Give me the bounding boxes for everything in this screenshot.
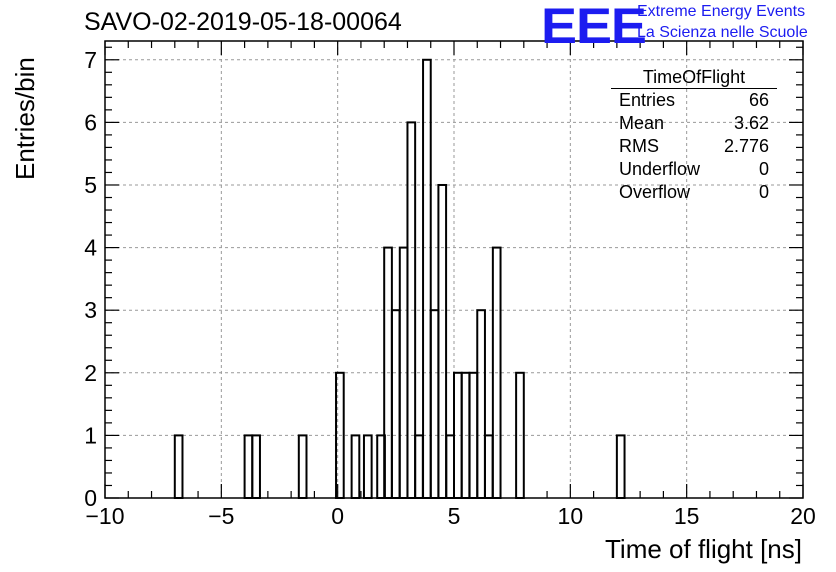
eee-logo: EEE [541, 0, 647, 54]
x-tick-label: 15 [674, 503, 700, 529]
histogram-bin [476, 309, 486, 499]
stats-row-underflow: Underflow 0 [611, 158, 777, 181]
histogram-bin [173, 434, 184, 499]
stats-value: 0 [758, 159, 769, 179]
histogram-bin [243, 434, 254, 499]
stats-label: RMS [619, 136, 659, 156]
y-tick-label: 5 [84, 172, 97, 198]
y-tick-label: 2 [84, 360, 97, 386]
histogram-bin [445, 434, 455, 499]
stats-value: 0 [758, 182, 769, 202]
tick-labels: −10 −5 0 5 10 15 20 0 1 2 3 4 5 6 7 [84, 47, 816, 529]
histogram-bin [422, 58, 432, 499]
y-tick-label: 6 [84, 109, 97, 135]
stats-label: Underflow [619, 159, 701, 179]
x-tick-label: 0 [331, 503, 344, 529]
y-tick-label: 1 [84, 422, 97, 448]
x-tick-label: 10 [558, 503, 584, 529]
x-tick-label: −5 [208, 503, 234, 529]
histogram-bin [297, 434, 308, 499]
histogram-bin [437, 183, 448, 499]
stats-value: 2.776 [723, 136, 769, 156]
y-tick-label: 3 [84, 297, 97, 323]
x-tick-label: 5 [448, 503, 461, 529]
stats-box: TimeOfFlight Entries 66 Mean 3.62 RMS 2.… [611, 66, 777, 204]
histogram-bin [414, 434, 424, 499]
y-tick-label: 0 [84, 485, 97, 511]
y-tick-label: 4 [84, 235, 97, 261]
histogram-bin [350, 434, 361, 499]
histogram-bin [251, 434, 261, 499]
stats-label: Mean [619, 113, 665, 133]
axis-ticks [104, 41, 804, 499]
histogram-bin [390, 309, 401, 499]
histogram-bin [429, 309, 440, 499]
y-tick-label: 7 [84, 47, 97, 73]
histogram-bars [173, 58, 626, 500]
stats-row-entries: Entries 66 [611, 89, 777, 112]
stats-label: Overflow [619, 182, 691, 202]
stats-row-rms: RMS 2.776 [611, 135, 777, 158]
stats-row-mean: Mean 3.62 [611, 112, 777, 135]
logo-line-1: Extreme Energy Events [637, 3, 806, 20]
stats-label: Entries [619, 90, 676, 110]
x-tick-label: −10 [85, 503, 124, 529]
stats-value: 66 [748, 90, 769, 110]
stats-value: 3.62 [733, 113, 769, 133]
histogram-bin [362, 434, 373, 499]
stats-title: TimeOfFlight [611, 66, 777, 89]
y-axis-label: Entries/bin [10, 57, 40, 180]
x-tick-label: 20 [790, 503, 816, 529]
chart-title: SAVO-02-2019-05-18-00064 [84, 8, 402, 36]
x-axis-label: Time of flight [ns] [605, 534, 802, 564]
histogram-bin [483, 434, 494, 499]
histogram-bin [615, 434, 626, 499]
logo-line-2: La Scienza nelle Scuole [637, 24, 808, 41]
stats-row-overflow: Overflow 0 [611, 181, 777, 204]
